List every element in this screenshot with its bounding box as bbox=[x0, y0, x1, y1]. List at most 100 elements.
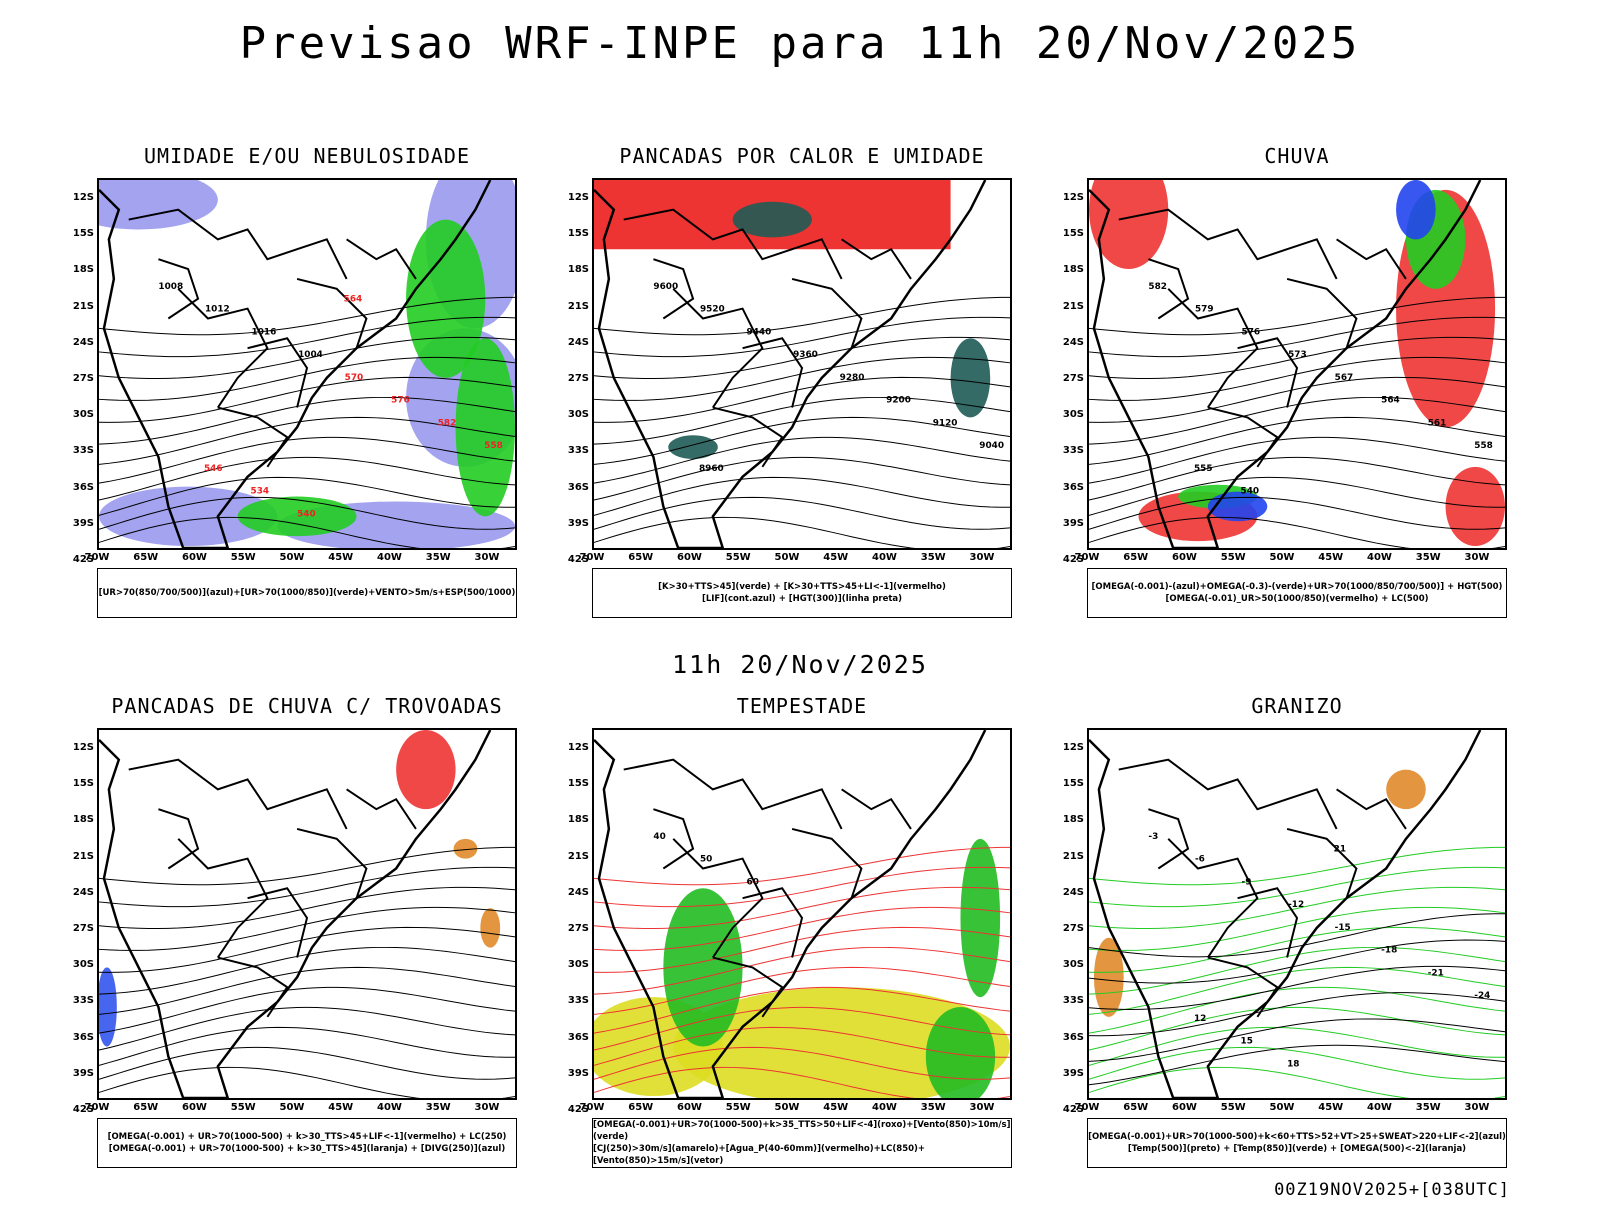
latitude-label: 30S bbox=[72, 959, 94, 971]
longitude-label: 65W bbox=[1123, 552, 1149, 563]
map-frame bbox=[97, 728, 517, 1100]
coastline bbox=[99, 730, 492, 1098]
longitude-label: 50W bbox=[279, 552, 305, 563]
latitude-label: 30S bbox=[1062, 409, 1084, 421]
isoline bbox=[99, 1026, 515, 1066]
isoline bbox=[99, 396, 515, 445]
isoline bbox=[1089, 296, 1505, 336]
longitude-label: 55W bbox=[725, 1102, 751, 1113]
contour-label: 9600 bbox=[653, 282, 678, 292]
longitude-label: 35W bbox=[920, 1102, 946, 1113]
latitude-label: 42S bbox=[72, 554, 94, 565]
humidity-area bbox=[99, 180, 218, 230]
isoline bbox=[594, 866, 1010, 908]
panel-umidade: UMIDADE E/OU NEBULOSIDADE 1008 1012 1016 10… bbox=[73, 144, 577, 668]
legend-line: [CJ(250)>30m/s](amarelo)+[Agua_P(40-60mm… bbox=[593, 1144, 926, 1166]
longitude-label: 60W bbox=[182, 1102, 207, 1113]
contour-label: 570 bbox=[345, 373, 364, 383]
latitude-label: 33S bbox=[1062, 995, 1084, 1007]
latitude-label: 42S bbox=[72, 1104, 94, 1115]
latitude-label: 42S bbox=[567, 554, 589, 565]
contour-label: -15 bbox=[1335, 923, 1351, 933]
isoline bbox=[1089, 986, 1505, 1034]
country-border bbox=[296, 827, 368, 899]
contour-label: 540 bbox=[1241, 487, 1260, 497]
longitude-label: 55W bbox=[1220, 1102, 1246, 1113]
contour-label: 564 bbox=[1381, 396, 1400, 406]
wind-area bbox=[925, 1007, 996, 1098]
isoline bbox=[594, 496, 1010, 530]
legend-line: [OMEGA(-0.01)_UR>50(1000/850)(vermelho) … bbox=[1165, 594, 1429, 604]
country-border bbox=[653, 258, 695, 320]
latitude-label: 33S bbox=[1062, 445, 1084, 457]
country-border bbox=[1286, 277, 1358, 349]
country-border bbox=[841, 238, 912, 280]
coastline bbox=[1089, 180, 1482, 548]
longitude-label: 70W bbox=[579, 552, 605, 563]
country-border bbox=[177, 288, 269, 409]
contour-label: 558 bbox=[484, 441, 503, 451]
panel-legend: [OMEGA(-0.001)+UR>70(1000-500)+k>35_TTS>… bbox=[592, 1118, 1012, 1168]
humidity-low-area bbox=[455, 338, 515, 517]
latitude-label: 21S bbox=[72, 300, 94, 312]
country-border bbox=[1148, 258, 1190, 320]
latitude-label: 36S bbox=[72, 481, 94, 493]
country-border bbox=[247, 337, 309, 408]
isoline bbox=[594, 1026, 1010, 1066]
longitude-label: 50W bbox=[279, 1102, 305, 1113]
omega-area bbox=[1386, 769, 1426, 810]
contour-label: 8960 bbox=[699, 464, 724, 474]
humidity-low-area bbox=[237, 496, 357, 537]
panel-pancadas-calor: PANCADAS POR CALOR E UMIDADE 9600 9520 944… bbox=[568, 144, 1072, 668]
panel-granizo: GRANIZO -3 -6 -9 -12 -15 -18 -21 -24 12 15 18 21 [O… bbox=[1063, 694, 1567, 1218]
convective-area bbox=[732, 201, 812, 238]
isoline bbox=[1089, 456, 1505, 501]
latitude-label: 27S bbox=[1062, 923, 1084, 934]
isoline bbox=[594, 1006, 1010, 1051]
isoline bbox=[99, 1066, 515, 1098]
longitude-label: 65W bbox=[628, 1102, 654, 1113]
contour-label: 576 bbox=[391, 396, 410, 406]
latitude-label: 24S bbox=[567, 886, 589, 898]
map-svg: 9600 9520 9440 9360 9280 9200 9120 9040 8960 bbox=[594, 180, 1010, 548]
longitude-label: 60W bbox=[1172, 1102, 1197, 1113]
convective-area bbox=[668, 435, 718, 459]
longitude-label: 45W bbox=[328, 1102, 354, 1113]
contour-label: 50 bbox=[700, 855, 712, 865]
longitude-label: 50W bbox=[1269, 552, 1295, 563]
country-border bbox=[128, 208, 348, 280]
isoline bbox=[594, 396, 1010, 445]
latitude-label: 39S bbox=[72, 1067, 94, 1079]
longitude-label: 45W bbox=[823, 1102, 849, 1113]
longitude-label: 35W bbox=[425, 552, 451, 563]
isoline bbox=[99, 966, 515, 1015]
latitude-label: 21S bbox=[567, 850, 589, 862]
contour-label: 540 bbox=[297, 509, 316, 519]
country-border bbox=[841, 788, 912, 830]
isoline bbox=[594, 946, 1010, 995]
longitude-label: 70W bbox=[1074, 1102, 1100, 1113]
rain-weak-area bbox=[1396, 180, 1436, 240]
panel-title: PANCADAS POR CALOR E UMIDADE bbox=[619, 144, 985, 168]
longitude-label: 70W bbox=[579, 1102, 605, 1113]
country-border bbox=[1118, 758, 1338, 830]
isoline bbox=[99, 1046, 515, 1080]
contour-label: 9280 bbox=[840, 373, 865, 383]
isoline bbox=[594, 966, 1010, 1015]
panel-title: UMIDADE E/OU NEBULOSIDADE bbox=[143, 144, 471, 168]
map-svg: 582 579 576 573 567 564 561 558 555 540 bbox=[1089, 180, 1505, 548]
contour-label: 582 bbox=[438, 418, 457, 428]
latitude-label: 24S bbox=[1062, 336, 1084, 348]
isoline bbox=[594, 516, 1010, 548]
isoline bbox=[1089, 926, 1505, 973]
country-border bbox=[217, 956, 289, 1018]
isoline bbox=[1089, 316, 1505, 358]
contour-label: 60 bbox=[747, 877, 759, 887]
latitude-label: 21S bbox=[1062, 850, 1084, 862]
contour-label: 576 bbox=[1242, 327, 1261, 337]
latitude-label: 12S bbox=[1062, 192, 1084, 203]
longitude-label: 40W bbox=[1367, 1102, 1392, 1113]
isoline bbox=[99, 356, 515, 401]
contour-label: 40 bbox=[653, 832, 665, 842]
storm-area bbox=[396, 730, 456, 810]
